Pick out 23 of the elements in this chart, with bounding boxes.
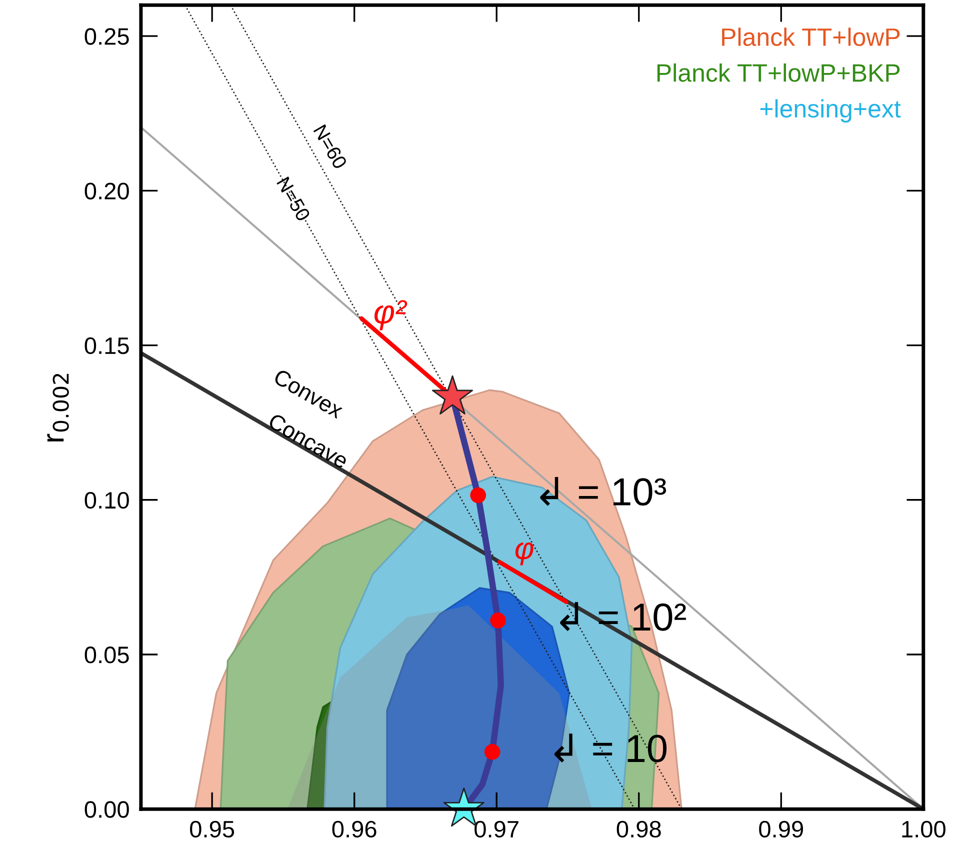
text: Planck TT+lowP [722,28,900,46]
y-tick-label: 0.15 [84,337,129,354]
x-tick-label: 0.96 [332,820,376,838]
annotation: φ² [374,300,408,330]
y-axis-title: r$_{0.002}$ [47,374,69,442]
x-tick-label: 0.99 [759,820,803,838]
x-tick-label: 1.00 [902,820,946,838]
x-tick-label: 0.95 [190,820,234,838]
point [484,744,500,760]
y-tick-label: 0.20 [84,182,129,200]
point [470,487,486,504]
annotation: φ [515,542,534,566]
annotation: ↲ = 10 [554,734,667,762]
text: Planck TT+lowP+BKP [657,63,900,82]
x-tick-label: 0.97 [474,820,518,838]
y-tick-label: 0.00 [84,801,129,818]
text: +lensing+ext [760,99,901,123]
annotation: ↲ = 10² [560,602,686,632]
x-tick-label: 0.98 [616,820,661,838]
y-tick-label: 0.10 [84,492,129,509]
y-tick-label: 0.05 [84,646,129,664]
y-tick-label: 0.25 [84,28,129,45]
point [490,612,506,628]
